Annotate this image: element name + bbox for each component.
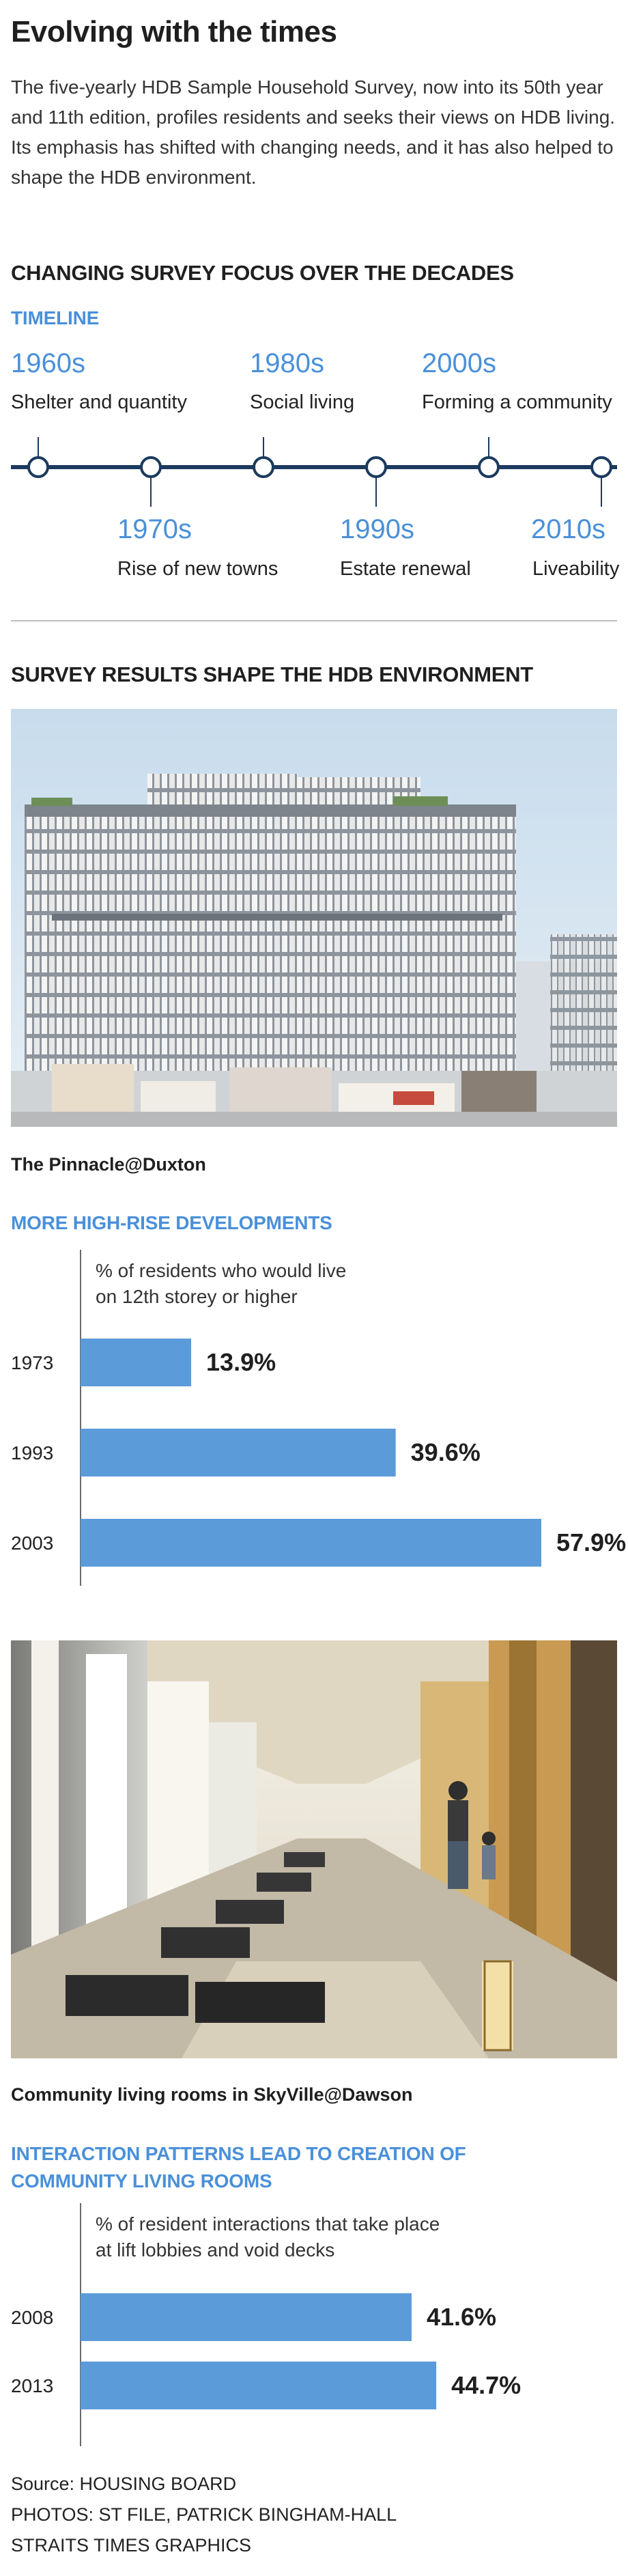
chart1-category-1973: 1973 [11,1352,53,1373]
chart2-interactions: % of resident interactions that take pla… [11,2203,521,2446]
chart2-value-label-2013: 44.7% [451,2371,521,2399]
timeline-marker-1980s [253,456,274,478]
results-section-heading: SURVEY RESULTS SHAPE THE HDB ENVIRONMENT [11,662,533,686]
timeline-label-1980s: Social living [250,391,355,413]
pinnacle-illustration [11,709,617,1127]
timeline-year-1960s: 1960s [11,348,85,378]
chart1-subtitle-line-1: % of residents who would live [96,1260,346,1281]
skyville-caption: Community living rooms in SkyVille@Dawso… [11,2084,413,2105]
timeline: 1960s Shelter and quantity 1980s Social … [0,0,628,615]
chart1-bar-1973 [81,1339,192,1386]
timeline-marker-2010s [590,456,612,478]
section-divider [11,620,617,621]
timeline-label-2000s: Forming a community [422,391,612,413]
chart1-value-label-1973: 13.9% [206,1348,276,1376]
footer-source: Source: HOUSING BOARD [11,2474,237,2494]
chart1-value-label-1993: 39.6% [411,1438,481,1466]
timeline-label-2010s: Liveability [532,558,620,580]
pinnacle-caption: The Pinnacle@Duxton [11,1154,206,1175]
chart1-bar-2003 [81,1519,541,1567]
timeline-marker-2000s [478,456,500,478]
intro-paragraph: The five-yearly HDB Sample Household Sur… [11,76,616,188]
timeline-marker-1960s [27,456,49,478]
timeline-label-1960s: Shelter and quantity [11,391,187,413]
skyville-photo [11,1640,617,2058]
timeline-year-1970s: 1970s [117,514,192,544]
chart1-value-label-2003: 57.9% [556,1528,626,1556]
timeline-label-1990s: Estate renewal [340,558,471,580]
chart1-subtitle-line-2: on 12th storey or higher [96,1286,298,1307]
chart2-title-line2: COMMUNITY LIVING ROOMS [11,2170,272,2192]
chart2-category-2008: 2008 [11,2307,53,2328]
page-title: Evolving with the times [11,15,337,48]
timeline-marker-1990s [365,456,387,478]
timeline-year-1990s: 1990s [340,514,414,544]
chart1-bar-1993 [81,1429,396,1476]
pinnacle-photo [11,709,617,1127]
timeline-year-2000s: 2000s [422,348,496,378]
timeline-subheading: TIMELINE [11,307,100,328]
footer-credit: STRAITS TIMES GRAPHICS [11,2535,252,2556]
skyville-illustration [11,1640,617,2058]
chart2-subtitle-line-2: at lift lobbies and void decks [96,2239,334,2260]
chart1-category-2003: 2003 [11,1532,53,1554]
chart1-high-rise: % of residents who would live on 12th sto… [11,1250,626,1586]
chart2-title-line1: INTERACTION PATTERNS LEAD TO CREATION OF [11,2143,466,2164]
timeline-year-1980s: 1980s [250,348,324,378]
timeline-marker-1970s [140,456,162,478]
chart2-bar-2008 [81,2293,412,2341]
chart1-category-1993: 1993 [11,1442,53,1464]
timeline-label-1970s: Rise of new towns [117,558,279,580]
chart2-category-2013: 2013 [11,2375,53,2396]
chart2-bar-2013 [81,2362,437,2409]
chart2-subtitle-line-1: % of resident interactions that take pla… [96,2213,440,2235]
chart2-value-label-2008: 41.6% [427,2303,496,2331]
chart1-title: MORE HIGH-RISE DEVELOPMENTS [11,1212,332,1233]
footer-photos: PHOTOS: ST FILE, PATRICK BINGHAM-HALL [11,2504,397,2525]
timeline-section-heading: CHANGING SURVEY FOCUS OVER THE DECADES [11,261,514,285]
timeline-axis [11,437,617,507]
timeline-year-2010s: 2010s [531,514,605,544]
